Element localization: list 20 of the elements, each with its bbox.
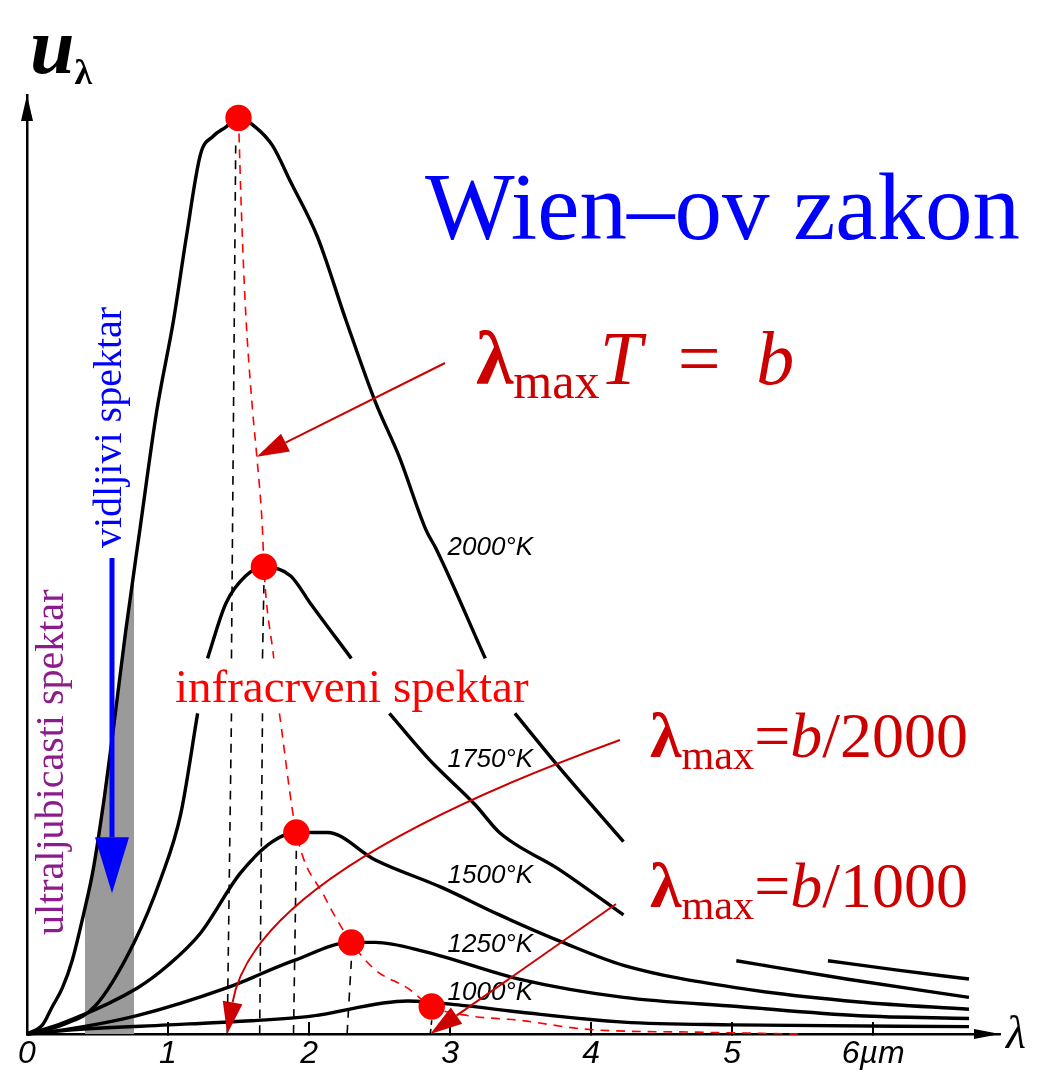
- x-tick-label: 4: [582, 1033, 600, 1070]
- chart-title: Wien–ov zakon: [425, 154, 1021, 260]
- x-tick-label: 2: [299, 1033, 319, 1070]
- series-label: 1750°K: [447, 742, 535, 773]
- annotation: λ$_{max}$T = b: [476, 316, 795, 410]
- x-tick-label: 0: [18, 1033, 37, 1070]
- x-tick-label: 1: [159, 1033, 177, 1070]
- annotation: λ$_{max}$=b/2000: [650, 700, 969, 778]
- annotation: infracrveni spektar: [175, 660, 529, 712]
- x-axis-title: λ: [1006, 1007, 1026, 1058]
- annotation: vidljivi spektar: [85, 306, 130, 548]
- x-tick-label: 3: [441, 1033, 460, 1070]
- y-axis-title: u$_{λ}$: [30, 2, 93, 92]
- annotation: λ$_{max}$=b/1000: [650, 850, 969, 928]
- series-label: 1250°K: [447, 928, 535, 959]
- series-label: 2000°K: [446, 530, 535, 561]
- series-label: 1500°K: [447, 858, 535, 889]
- x-tick-label: 6µm: [841, 1033, 905, 1070]
- annotation: ultraljubicasti spektar: [27, 589, 72, 935]
- x-tick-label: 5: [723, 1033, 742, 1070]
